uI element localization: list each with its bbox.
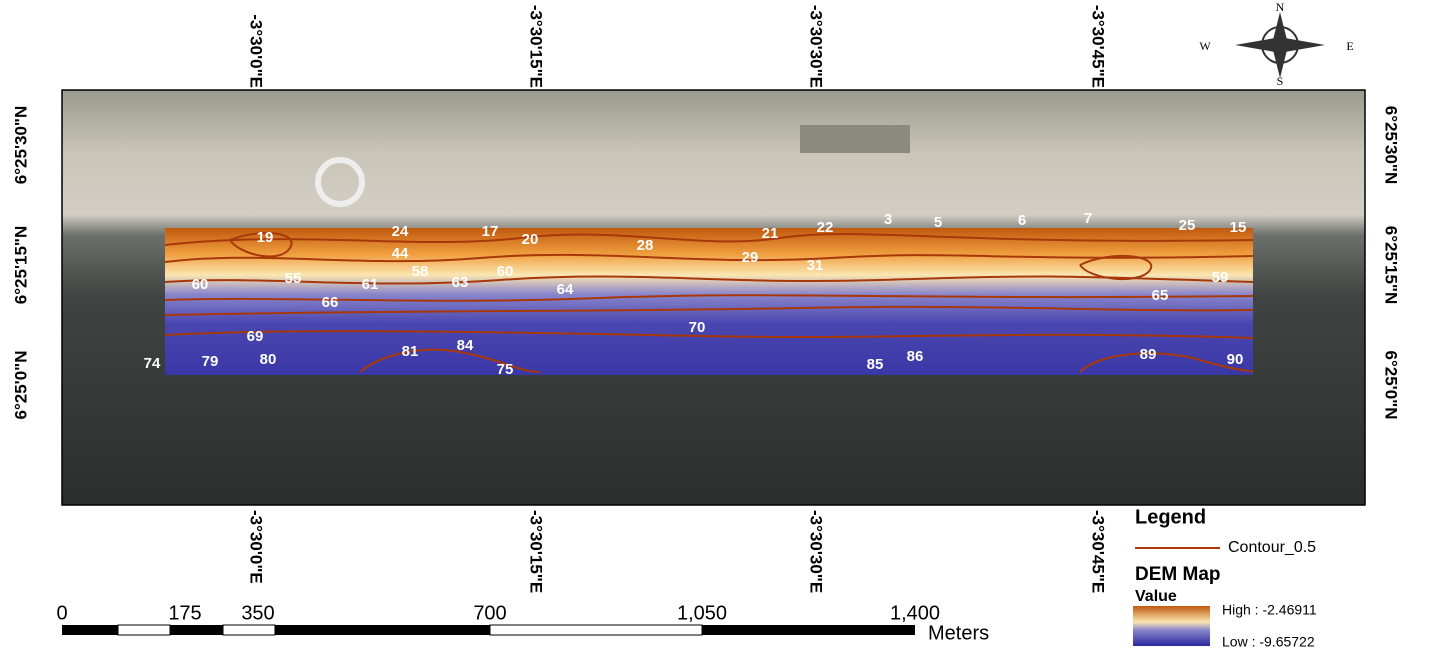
left-coordinate-label: 6°25'15"N bbox=[11, 226, 30, 304]
right-coordinate-label: 6°25'0"N bbox=[1382, 351, 1401, 420]
contour-label: 24 bbox=[392, 223, 409, 240]
contour-label: 21 bbox=[762, 225, 779, 242]
contour-label: 85 bbox=[867, 356, 884, 373]
scale-label: 1,400 bbox=[890, 602, 940, 624]
image-feature bbox=[315, 157, 365, 207]
contour-label: 81 bbox=[402, 343, 419, 360]
scale-label: 700 bbox=[473, 602, 506, 624]
contour-label: 19 bbox=[257, 229, 274, 246]
compass-w: W bbox=[1199, 39, 1211, 53]
contour-label: 75 bbox=[497, 361, 514, 378]
compass-s: S bbox=[1277, 74, 1284, 88]
contour-label: 79 bbox=[202, 353, 219, 370]
compass-n: N bbox=[1276, 0, 1285, 14]
contour-label: 55 bbox=[285, 270, 302, 287]
legend-dem-ramp bbox=[1133, 606, 1210, 646]
scale-unit: Meters bbox=[928, 622, 989, 644]
contour-label: 3 bbox=[884, 211, 892, 228]
compass-e: E bbox=[1346, 39, 1353, 53]
scale-label: 350 bbox=[241, 602, 274, 624]
contour-label: 65 bbox=[1152, 287, 1169, 304]
bottom-coordinate-label: -3°30'0"E bbox=[247, 510, 266, 584]
legend-high: High : -2.46911 bbox=[1222, 602, 1317, 618]
legend-field: Value bbox=[1135, 588, 1177, 605]
contour-label: 22 bbox=[817, 219, 834, 236]
contour-label: 63 bbox=[452, 274, 469, 291]
contour-label: 69 bbox=[247, 328, 264, 345]
contour-label: 74 bbox=[144, 355, 161, 372]
contour-lines bbox=[164, 232, 1254, 373]
legend-title: Legend bbox=[1135, 506, 1206, 528]
top-coordinate-label: -3°30'15"E bbox=[527, 5, 546, 88]
contour-label: 84 bbox=[457, 337, 474, 354]
contour-label: 60 bbox=[192, 276, 209, 293]
contour-label: 29 bbox=[742, 249, 759, 266]
contour-label: 28 bbox=[637, 237, 654, 254]
contour-label: 15 bbox=[1230, 219, 1247, 236]
contour-label: 90 bbox=[1227, 351, 1244, 368]
contour-label: 80 bbox=[260, 351, 277, 368]
scale-bar bbox=[62, 624, 915, 636]
left-coordinate-label: 6°25'30"N bbox=[11, 106, 30, 184]
bottom-coordinate-label: -3°30'15"E bbox=[527, 510, 546, 593]
bottom-coordinate-label: -3°30'45"E bbox=[1089, 510, 1108, 593]
contour-label: 66 bbox=[322, 294, 339, 311]
contour-label: 89 bbox=[1140, 346, 1157, 363]
top-coordinate-label: -3°30'0"E bbox=[247, 14, 266, 88]
legend-layer: DEM Map bbox=[1135, 564, 1221, 585]
scale-label: 1,050 bbox=[677, 602, 727, 624]
contour-label: 17 bbox=[482, 223, 499, 240]
right-coordinate-label: 6°25'15"N bbox=[1382, 226, 1401, 304]
contour-label: 86 bbox=[907, 348, 924, 365]
legend-contour-label: Contour_0.5 bbox=[1228, 539, 1316, 556]
compass bbox=[1235, 12, 1325, 78]
scale-label: 175 bbox=[168, 602, 201, 624]
contour-label: 7 bbox=[1084, 210, 1092, 227]
contour-label: 64 bbox=[557, 281, 574, 298]
contour-label: 59 bbox=[1212, 269, 1229, 286]
right-coordinate-label: 6°25'30"N bbox=[1382, 106, 1401, 184]
legend-low: Low : -9.65722 bbox=[1222, 634, 1315, 649]
contour-label: 20 bbox=[522, 231, 539, 248]
bottom-coordinate-label: -3°30'30"E bbox=[807, 510, 826, 593]
left-coordinate-label: 6°25'0"N bbox=[11, 351, 30, 420]
image-feature bbox=[800, 125, 910, 153]
contour-label: 6 bbox=[1018, 212, 1026, 229]
top-coordinate-label: -3°30'30"E bbox=[807, 5, 826, 88]
dem-overlay bbox=[165, 228, 1253, 375]
scale-label: 0 bbox=[56, 602, 67, 624]
contour-label: 70 bbox=[689, 319, 706, 336]
contour-label: 31 bbox=[807, 257, 824, 274]
contour-label: 58 bbox=[412, 263, 429, 280]
contour-label: 5 bbox=[934, 214, 942, 231]
top-coordinate-label: -3°30'45"E bbox=[1089, 5, 1108, 88]
contour-label: 44 bbox=[392, 245, 409, 262]
contour-label: 61 bbox=[362, 276, 379, 293]
contour-label: 25 bbox=[1179, 217, 1196, 234]
contour-label: 60 bbox=[497, 263, 514, 280]
